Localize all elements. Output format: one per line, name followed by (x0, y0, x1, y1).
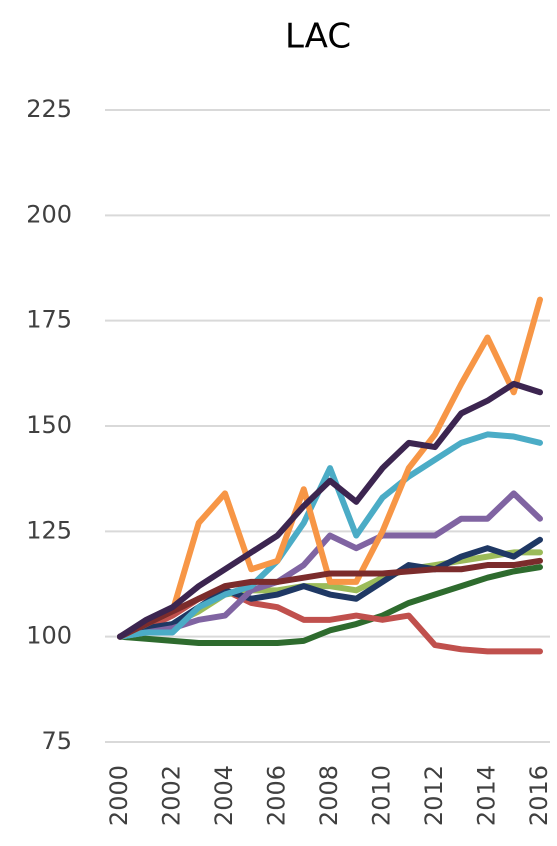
x-tick-label: 2000 (105, 765, 133, 826)
x-tick-label: 2012 (420, 765, 448, 826)
x-tick-label: 2008 (315, 765, 343, 826)
y-tick-label: 100 (26, 622, 72, 650)
x-tick-label: 2016 (525, 765, 553, 826)
series-line (117, 380, 543, 640)
series-line (117, 564, 543, 646)
series-line (117, 296, 543, 640)
y-tick-label: 200 (26, 200, 72, 228)
y-tick-label: 150 (26, 411, 72, 439)
series-line (117, 431, 543, 640)
x-tick-label: 2010 (368, 765, 396, 826)
y-tick-label: 225 (26, 95, 72, 123)
x-tick-label: 2014 (473, 765, 501, 826)
x-tick-label: 2002 (158, 765, 186, 826)
x-tick-label: 2006 (263, 765, 291, 826)
y-tick-label: 125 (26, 516, 72, 544)
chart-title: LAC (285, 17, 351, 57)
x-tick-label: 2004 (210, 765, 238, 826)
y-tick-label: 175 (26, 306, 72, 334)
series-line (117, 490, 543, 640)
y-tick-label: 75 (41, 727, 72, 755)
series-line (117, 557, 543, 640)
